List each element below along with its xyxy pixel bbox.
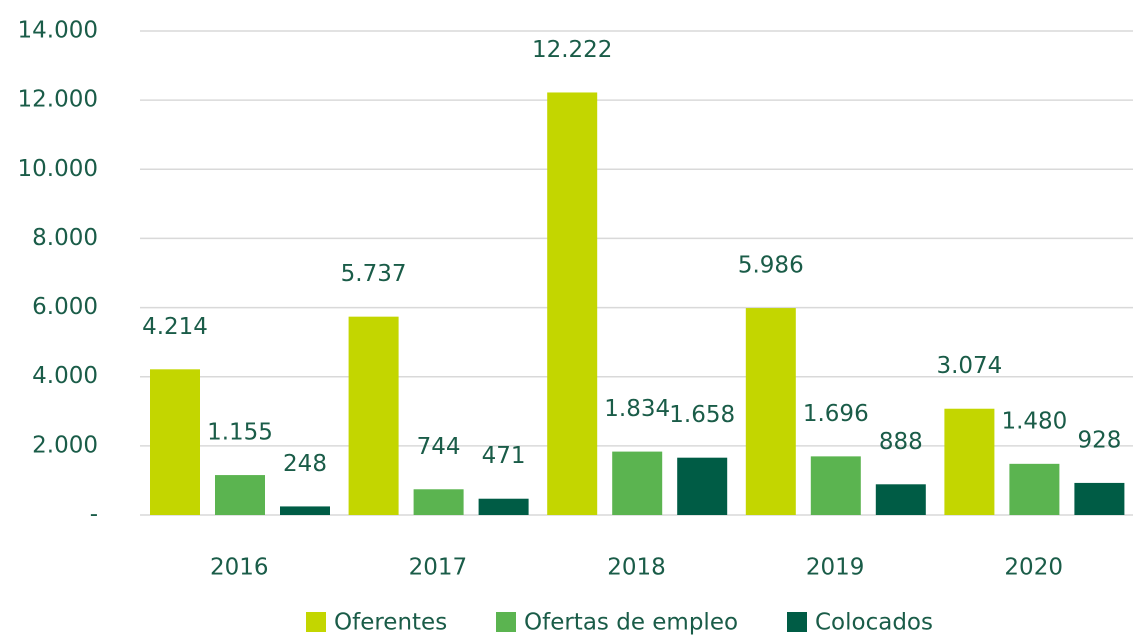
legend-label: Colocados [815,610,933,636]
value-label: 3.074 [936,353,1002,379]
y-tick-label: 8.000 [32,225,98,251]
y-tick-label: 6.000 [32,294,98,320]
value-label: 471 [482,443,526,469]
bar [150,369,200,515]
bar [215,475,265,515]
bar [677,457,728,515]
x-tick-label: 2017 [409,555,468,581]
value-label: 1.658 [669,402,735,428]
bar [810,456,861,515]
bar [1009,463,1060,515]
bar [348,316,399,515]
y-tick-label: 12.000 [18,87,98,113]
x-tick-label: 2018 [607,555,666,581]
legend-label: Oferentes [334,610,447,636]
value-label: 5.737 [341,261,407,287]
bar [280,506,330,515]
bar [413,489,464,515]
legend-swatch [306,612,326,632]
bar [547,92,598,515]
y-tick-label: - [90,502,98,528]
bar [944,408,995,515]
value-label: 4.214 [142,314,208,340]
y-tick-label: 4.000 [32,363,98,389]
value-label: 5.986 [738,253,804,279]
bar [1074,482,1125,515]
value-label: 1.696 [803,401,869,427]
bar [745,308,796,515]
y-tick-label: 10.000 [18,156,98,182]
value-label: 888 [879,429,923,455]
y-tick-label: 14.000 [18,18,98,44]
x-tick-label: 2019 [806,555,865,581]
x-tick-label: 2016 [210,555,269,581]
value-label: 1.480 [1001,408,1067,434]
value-label: 248 [283,451,327,477]
bar [478,498,529,515]
value-label: 928 [1077,427,1121,453]
bar [612,451,663,515]
value-label: 12.222 [532,37,612,63]
x-tick-label: 2020 [1004,555,1063,581]
value-label: 1.155 [207,420,273,446]
value-label: 1.834 [604,396,670,422]
value-label: 744 [417,434,461,460]
legend-swatch [787,612,807,632]
legend-swatch [496,612,516,632]
y-tick-label: 2.000 [32,432,98,458]
legend-label: Ofertas de empleo [524,610,738,636]
bar [875,484,926,515]
